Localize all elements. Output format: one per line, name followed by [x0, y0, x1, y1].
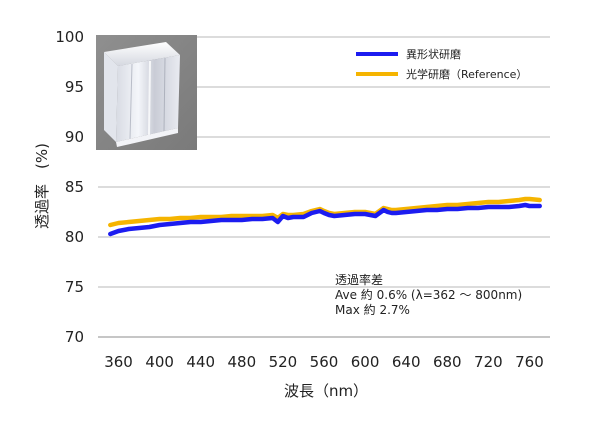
- y-axis-title: 透過率 (%): [33, 143, 51, 229]
- legend-label-series-2: 光学研磨（Reference）: [406, 67, 527, 81]
- x-tick-label: 440: [186, 353, 215, 371]
- annotation-maximum: Max 約 2.7%: [335, 302, 410, 317]
- y-tick-label: 100: [55, 28, 84, 46]
- axis-layer: 70 75 80 85 90 95 100 360 400 440 480 520 560 600 640 6…: [55, 28, 550, 371]
- y-tick-label: 70: [65, 328, 84, 346]
- x-axis-title: 波長（nm）: [284, 382, 368, 400]
- x-tick-label: 480: [227, 353, 256, 371]
- y-tick-label: 90: [65, 128, 84, 146]
- annotation-heading: 透過率差: [335, 272, 383, 287]
- annotation-average: Ave 約 0.6% (λ=362 ～ 800nm): [335, 287, 522, 302]
- x-tick-label: 680: [433, 353, 462, 371]
- y-tick-label: 95: [65, 78, 84, 96]
- legend-label-series-1: 異形状研磨: [406, 47, 461, 61]
- y-tick-label: 75: [65, 278, 84, 296]
- x-tick-label: 400: [145, 353, 174, 371]
- x-tick-label: 760: [515, 353, 544, 371]
- x-tick-label: 560: [310, 353, 339, 371]
- legend: 異形状研磨 光学研磨（Reference）: [356, 47, 527, 81]
- x-tick-label: 360: [104, 353, 133, 371]
- y-tick-label: 85: [65, 178, 84, 196]
- series-layer: [108, 196, 542, 237]
- x-tick-label: 600: [351, 353, 380, 371]
- x-tick-label: 640: [392, 353, 421, 371]
- x-tick-label: 720: [474, 353, 503, 371]
- x-tick-label: 520: [269, 353, 298, 371]
- annotation: 透過率差 Ave 約 0.6% (λ=362 ～ 800nm) Max 約 2.…: [335, 272, 522, 317]
- sample-photo: [96, 35, 197, 150]
- series-line-1: [108, 202, 542, 237]
- y-tick-label: 80: [65, 228, 84, 246]
